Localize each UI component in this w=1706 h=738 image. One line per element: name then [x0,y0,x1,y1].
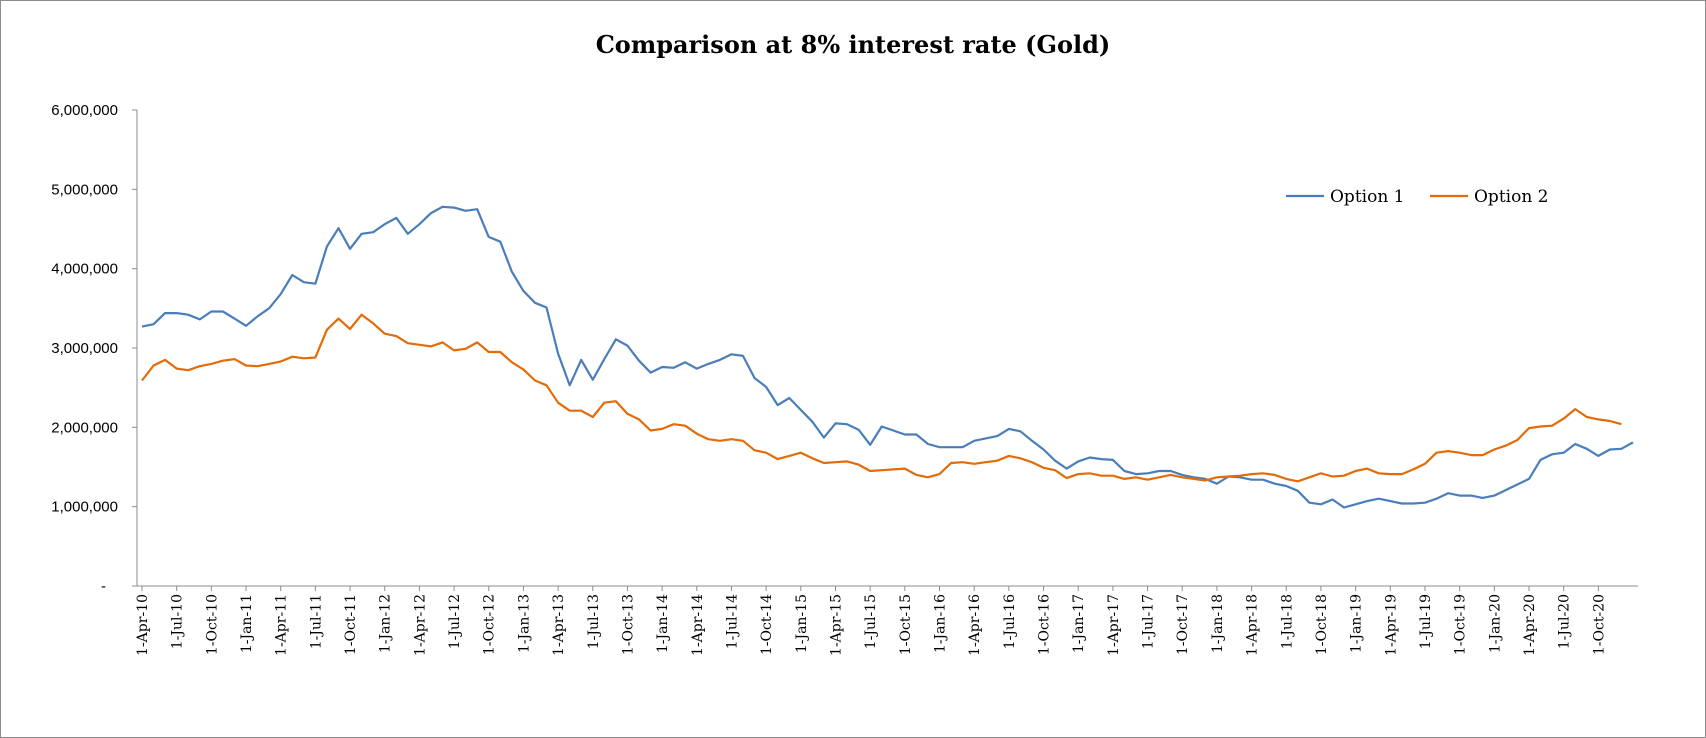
x-tick-label: 1-Jan-17 [1071,594,1087,653]
x-tick-label: 1-Oct-15 [898,594,914,655]
y-tick-label: 1,000,000 [51,499,118,516]
x-tick-label: 1-Jul-16 [1002,594,1018,649]
x-tick-label: 1-Jul-14 [724,594,740,649]
x-tick-label: 1-Jan-19 [1349,594,1365,653]
x-tick-label: 1-Oct-18 [1314,594,1330,655]
series-lines [141,205,1634,509]
y-tick-label: 6,000,000 [51,102,118,119]
x-tick-label: 1-Jul-19 [1418,594,1434,649]
x-tick-label: 1-Jan-20 [1487,594,1503,653]
x-tick-label: 1-Oct-16 [1037,594,1053,655]
y-tick-label: 3,000,000 [51,340,118,357]
x-tick-label: 1-Jul-15 [863,594,879,649]
x-tick-label: 1-Jul-13 [586,594,602,649]
x-tick-label: 1-Jul-17 [1141,594,1157,649]
x-tick-label: 1-Oct-13 [620,594,636,655]
y-tick-label: 5,000,000 [51,181,118,198]
x-tick-label: 1-Oct-19 [1453,594,1469,655]
legend: Option 1 Option 2 [1286,187,1549,207]
y-tick-label: 2,000,000 [51,419,118,436]
series-line-option-1 [141,205,1634,509]
x-tick-label: 1-Apr-18 [1245,594,1261,656]
x-tick-label: 1-Jan-12 [378,594,394,653]
x-tick-label: 1-Oct-12 [482,594,498,655]
x-tick-label: 1-Jul-12 [447,594,463,649]
x-tick-label: 1-Apr-16 [967,594,983,656]
x-tick-label: 1-Apr-11 [274,594,290,656]
x-tick-label: 1-Jan-14 [655,594,671,653]
x-tick-label: 1-Apr-13 [551,594,567,656]
chart-title: Comparison at 8% interest rate (Gold) [595,30,1111,59]
x-tick-label: 1-Oct-17 [1175,594,1191,655]
x-tick-label: 1-Apr-14 [690,594,706,656]
x-tick-label: 1-Apr-15 [828,594,844,656]
x-axis-ticks: 1-Apr-10 1-Jul-10 1-Oct-10 1-Jan-11 1-Apr-11… [135,586,1607,656]
x-tick-label: 1-Apr-12 [412,594,428,656]
x-tick-label: 1-Apr-17 [1106,594,1122,656]
x-tick-label: 1-Jan-11 [239,594,255,653]
x-tick-label: 1-Jul-10 [170,594,186,649]
x-tick-label: 1-Jul-11 [308,594,324,649]
y-tick-label: 4,000,000 [51,261,118,278]
x-tick-label: 1-Oct-14 [759,594,775,655]
x-tick-label: 1-Jan-16 [933,594,949,653]
x-tick-label: 1-Jul-20 [1557,594,1573,649]
x-tick-label: 1-Apr-19 [1383,594,1399,656]
y-axis-ticks: - 1,000,000 2,000,000 3,000,000 4,000,000 5,0… [51,102,137,595]
x-tick-label: 1-Jan-13 [516,594,532,653]
x-tick-label: 1-Jan-18 [1210,594,1226,653]
x-tick-label: 1-Oct-10 [204,594,220,655]
axes [136,110,1638,587]
x-tick-label: 1-Oct-20 [1591,594,1607,655]
x-tick-label: 1-Jul-18 [1279,594,1295,649]
x-tick-label: 1-Jan-15 [794,594,810,653]
legend-label-option-2: Option 2 [1474,187,1549,207]
legend-label-option-1: Option 1 [1330,187,1405,207]
x-tick-label: 1-Apr-10 [135,594,151,656]
series-line-option-2 [141,313,1622,483]
x-tick-label: 1-Oct-11 [343,594,359,655]
y-tick-label: - [101,578,106,595]
x-tick-label: 1-Apr-20 [1522,594,1538,656]
